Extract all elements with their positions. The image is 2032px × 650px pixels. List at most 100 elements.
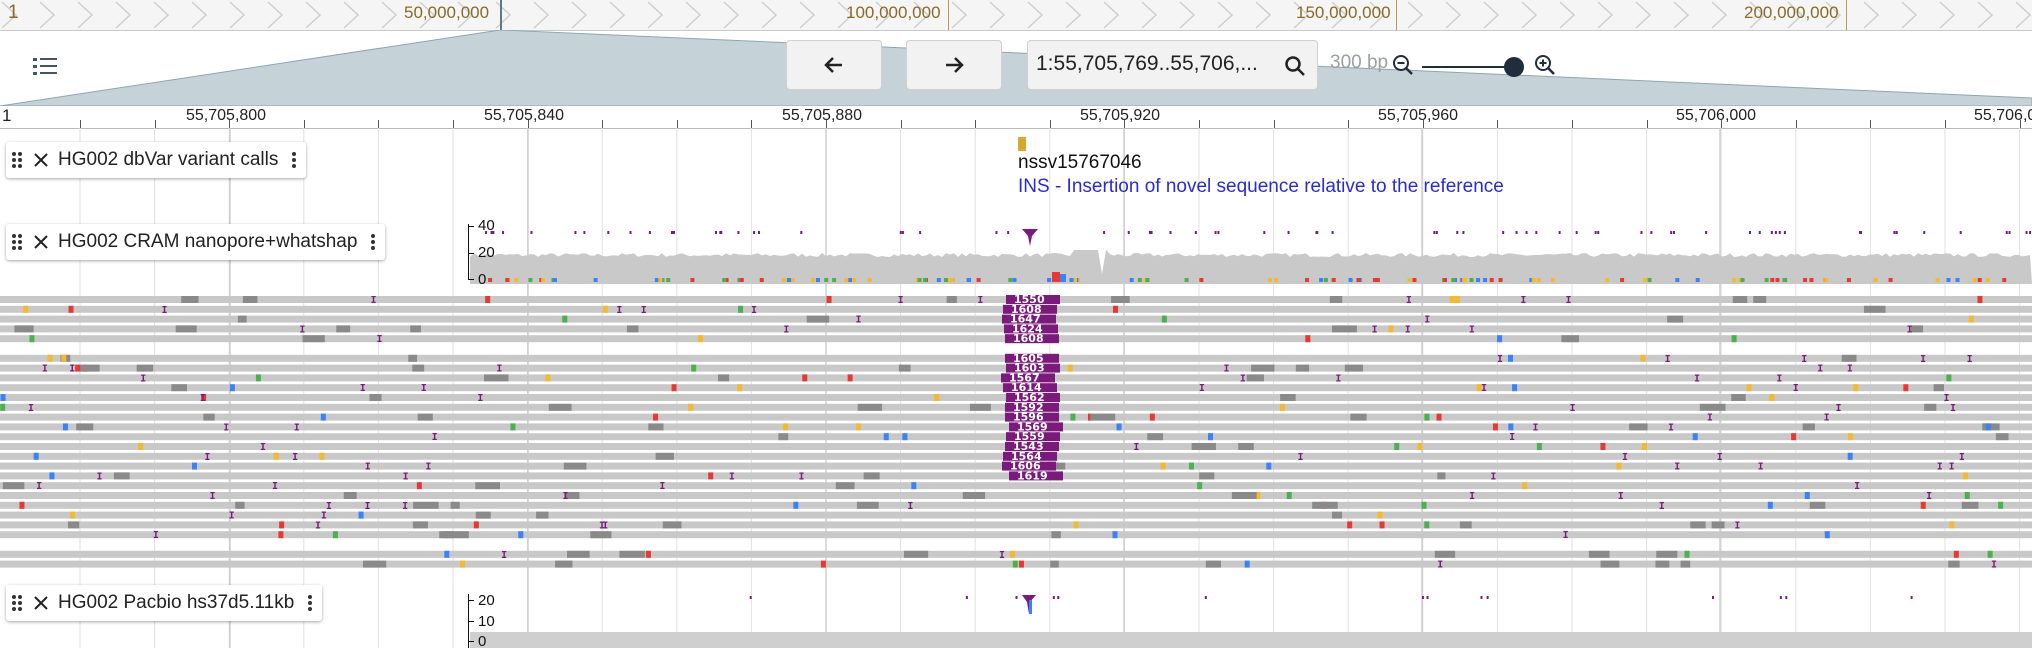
coverage-snp [824, 278, 828, 282]
read-mismatch [70, 512, 75, 519]
track-selector-button[interactable] [30, 52, 60, 82]
insertion-tick [753, 231, 755, 234]
list-icon [30, 52, 60, 82]
read-deletion [899, 365, 911, 372]
coverage-snp [1324, 278, 1328, 282]
read-mismatch [1805, 492, 1810, 499]
insertion-glyph: I [977, 295, 983, 306]
ruler-tick [1274, 120, 1275, 128]
insertion-glyph: I [1240, 373, 1246, 384]
read-deletion [864, 472, 880, 479]
zoom-slider-track[interactable] [1422, 66, 1514, 68]
read-deletion [408, 355, 417, 362]
read-deletion [1733, 296, 1747, 303]
read-deletion [536, 512, 548, 519]
insertion-glyph: I [1674, 462, 1680, 473]
read-mismatch [1768, 502, 1773, 509]
read-deletion [114, 472, 130, 479]
zoom-slider-thumb[interactable] [1504, 57, 1524, 77]
read-deletion [171, 384, 187, 391]
zoom-in-icon[interactable] [1532, 52, 1558, 78]
ruler-tick [80, 120, 81, 128]
nanopore-coverage-plot[interactable] [470, 220, 2032, 284]
insertion-glyph: I [1618, 491, 1624, 502]
coverage-snp [977, 278, 981, 282]
chevron-right-icon [1016, 0, 1054, 30]
track-menu-icon[interactable] [361, 224, 385, 260]
read-alignment [0, 502, 2032, 509]
coverage-snp [1047, 278, 1051, 282]
coverage-snp [1936, 278, 1940, 282]
nanopore-pileup[interactable]: IIIIII1550IIII1608II1647IIIIII1624II1608… [0, 290, 2032, 580]
coverage-snp [1357, 278, 1361, 282]
coverage-snp [1809, 278, 1813, 282]
close-icon[interactable] [28, 224, 54, 260]
coverage-tick-label: 40 [478, 217, 495, 234]
read-deletion [412, 365, 424, 372]
insertion-glyph: I [616, 305, 622, 316]
drag-handle-icon[interactable] [6, 142, 28, 178]
pacbio-coverage-plot[interactable] [470, 588, 2032, 648]
read-deletion [663, 521, 682, 528]
insertion-tick [902, 231, 904, 234]
read-alignment [0, 492, 2032, 499]
chevron-right-icon [1548, 0, 1586, 30]
read-deletion [1681, 561, 1691, 568]
coverage-snp [2002, 278, 2006, 282]
chevron-right-icon [2004, 0, 2032, 30]
position-ruler[interactable]: 1 55,705,800 55,705,840 55,705,880 55,70… [0, 106, 2032, 129]
drag-handle-icon[interactable] [6, 224, 28, 260]
read-mismatch [698, 335, 703, 342]
variant-feature-glyph[interactable] [1018, 137, 1026, 151]
overview-scale-bar[interactable]: 1 50,000,000 100,000,000 150,000,000 200… [0, 0, 2032, 31]
read-deletion [14, 325, 33, 332]
forward-button[interactable] [906, 40, 1002, 90]
coverage-snp [760, 278, 764, 282]
insertion-glyph: I [1801, 354, 1807, 365]
read-deletion [203, 414, 214, 421]
close-icon[interactable] [28, 585, 54, 621]
insertion-tick [1422, 596, 1424, 599]
zoom-out-icon[interactable] [1390, 52, 1416, 78]
chevron-right-icon [636, 0, 674, 30]
chevron-right-icon [1396, 0, 1434, 30]
drag-handle-icon[interactable] [6, 585, 28, 621]
chevron-right-icon [522, 0, 560, 30]
read-mismatch [1497, 335, 1502, 342]
read-mismatch [1422, 502, 1427, 509]
location-search-input[interactable]: 1:55,705,769..55,706,... [1027, 40, 1318, 90]
close-icon[interactable] [28, 142, 54, 178]
coverage-axis-line [468, 224, 469, 280]
read-mismatch [1347, 521, 1352, 528]
coverage-snp [1874, 278, 1878, 282]
search-icon[interactable] [1283, 54, 1307, 78]
track-label-nanopore[interactable]: HG002 CRAM nanopore+whatshap [6, 224, 385, 260]
coverage-axis-tick [468, 253, 474, 254]
insertion-tick [1650, 231, 1652, 234]
read-alignment [0, 531, 2032, 538]
track-label-pacbio[interactable]: HG002 Pacbio hs37d5.11kb [6, 585, 322, 621]
insertion-tick [1749, 231, 1751, 234]
read-mismatch [1113, 306, 1118, 313]
insertion-length: 1619 [1017, 469, 1048, 482]
insertion-tick [1670, 231, 1672, 234]
ruler-tick [1124, 120, 1125, 128]
read-deletion [484, 374, 509, 381]
track-menu-icon[interactable] [298, 585, 322, 621]
track-menu-icon[interactable] [282, 142, 306, 178]
ruler-tick [1050, 120, 1051, 128]
coverage-tick-label: 20 [478, 244, 495, 261]
insertion-tick [1860, 231, 1862, 234]
coverage-snp [1130, 278, 1134, 282]
read-deletion [857, 502, 879, 509]
read-mismatch [545, 374, 550, 381]
variant-feature-name[interactable]: nssv15767046 [1018, 152, 1142, 174]
location-text[interactable]: 1:55,705,769..55,706,... [1036, 52, 1258, 76]
insertion-tick [1526, 231, 1528, 234]
back-button[interactable] [786, 40, 882, 90]
insertion-glyph: I [659, 481, 665, 492]
chevron-right-icon [750, 0, 788, 30]
coverage-snp [1532, 278, 1536, 282]
read-deletion [1934, 384, 1944, 391]
track-label-dbvar[interactable]: HG002 dbVar variant calls [6, 142, 306, 178]
